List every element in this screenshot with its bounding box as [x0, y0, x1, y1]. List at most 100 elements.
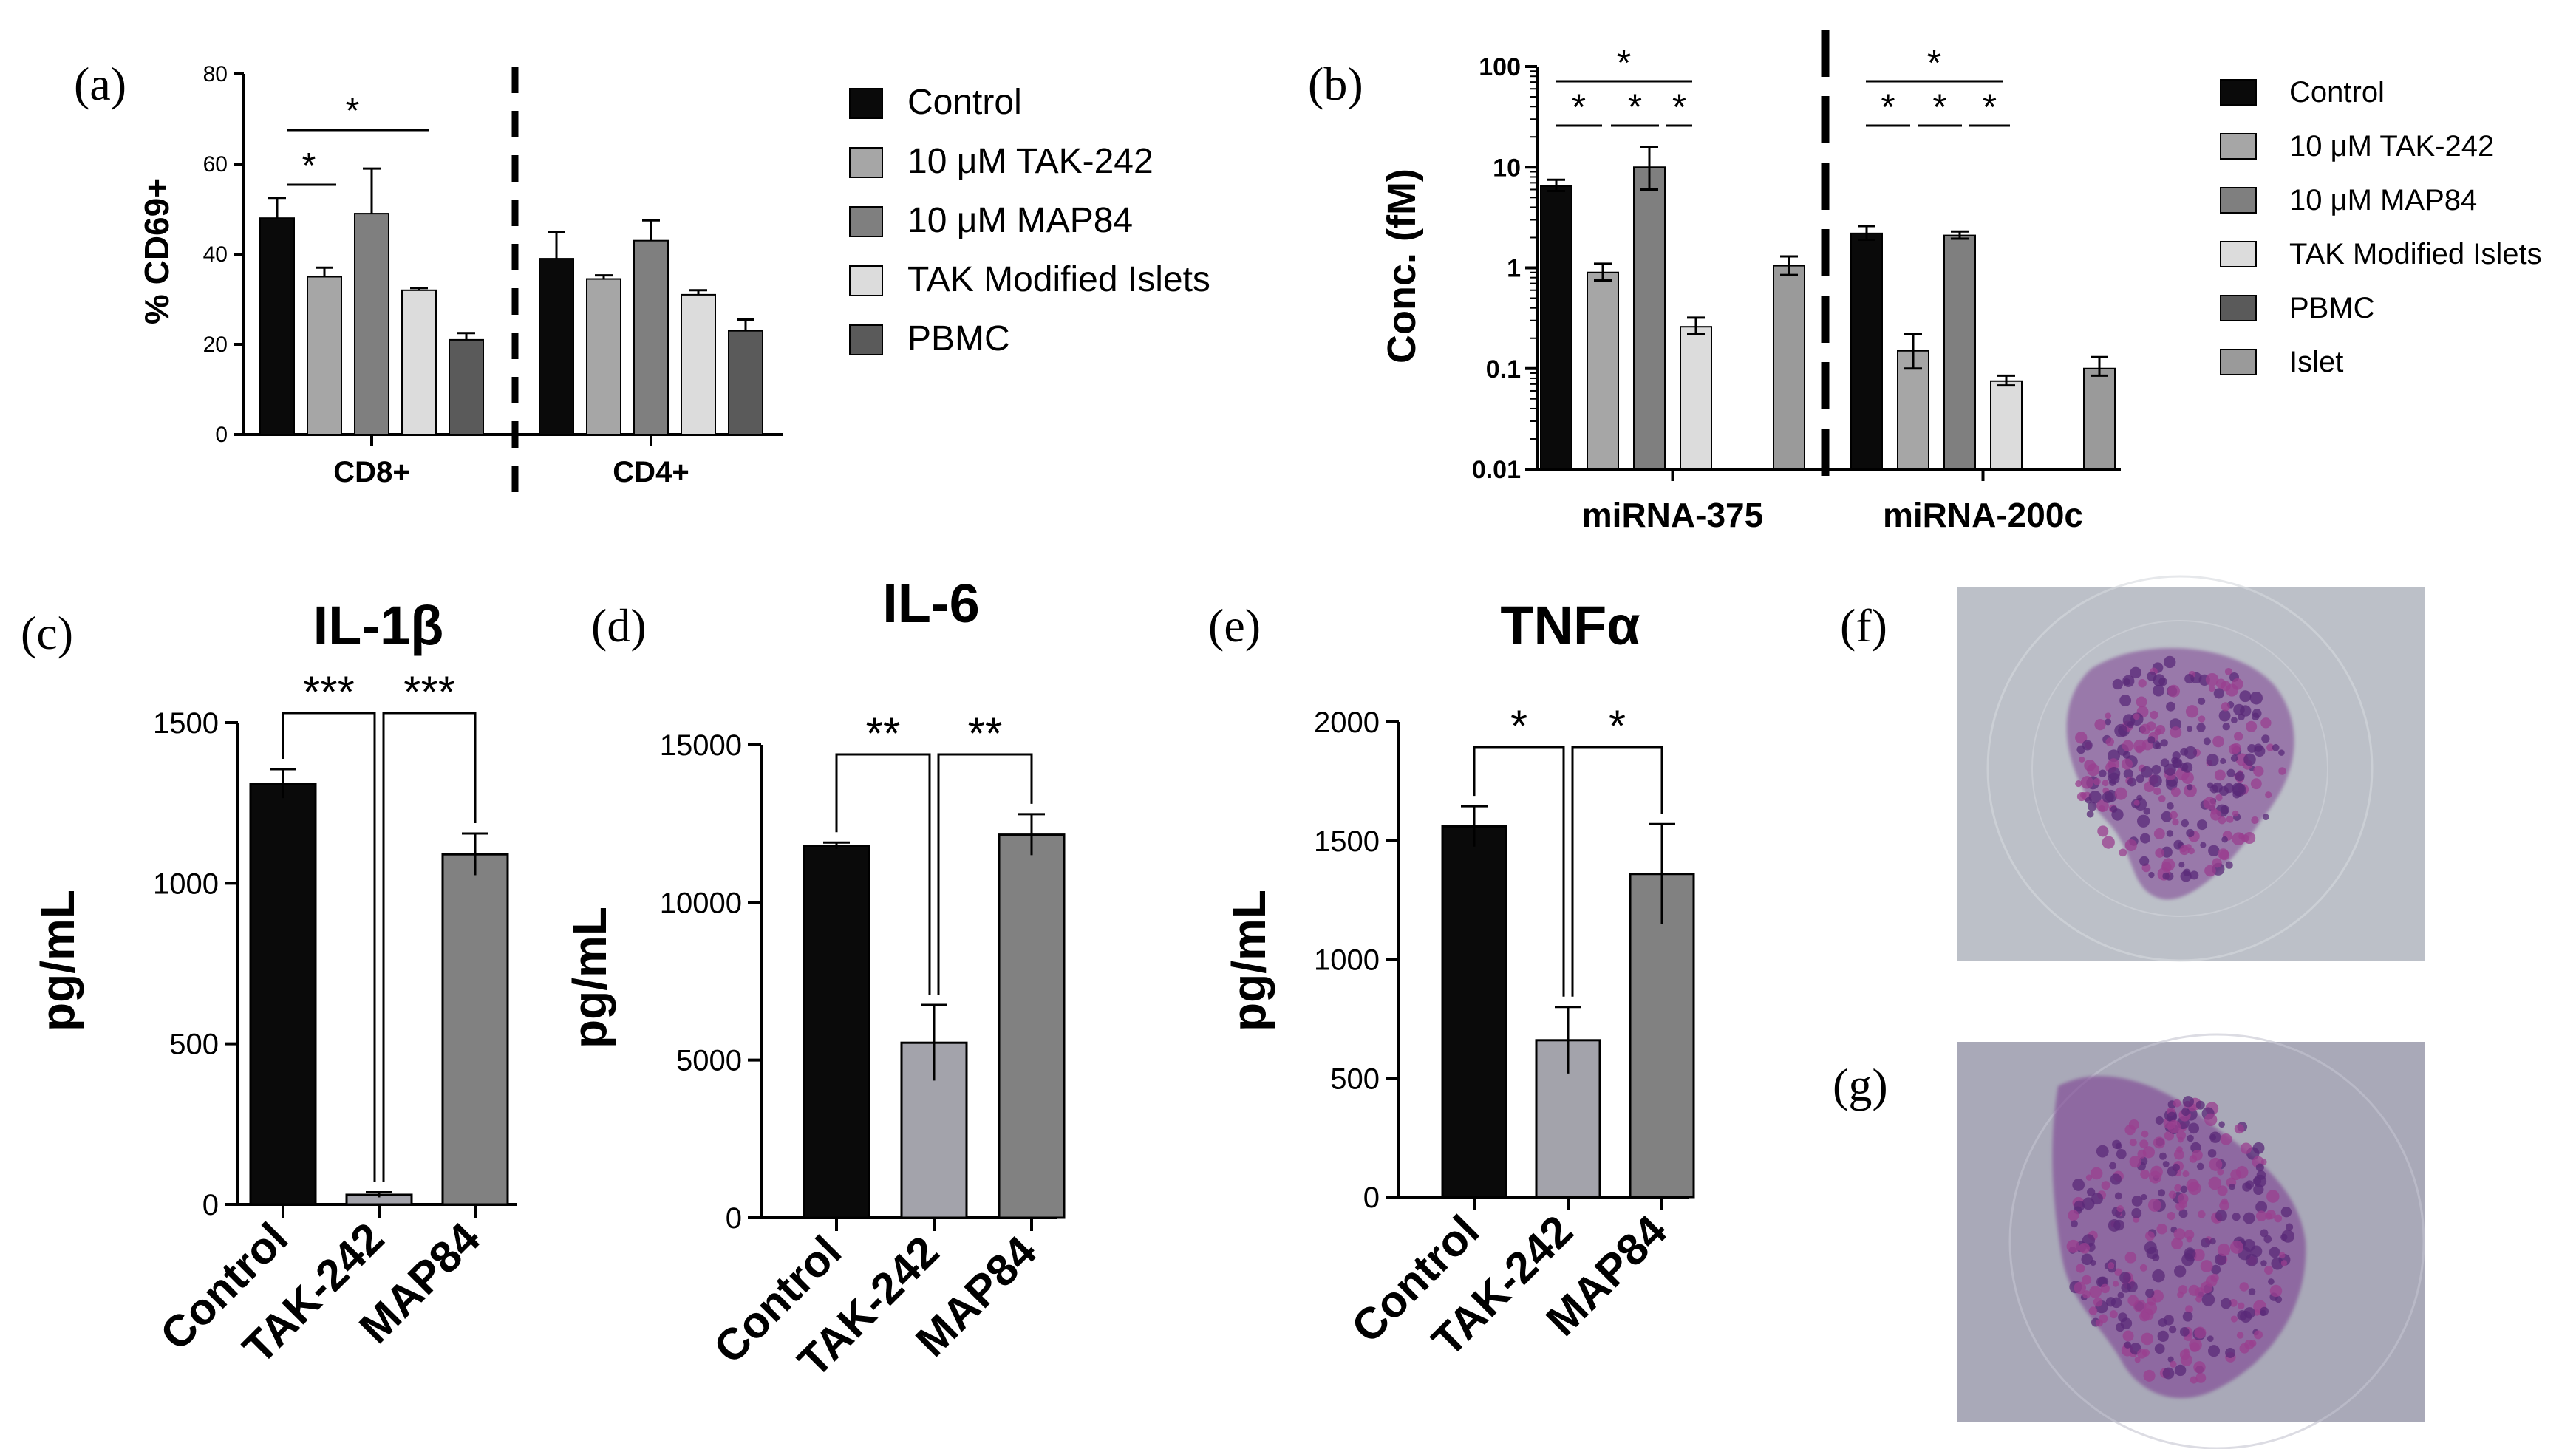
bar-miRNA-375-10 μM MAP84: [1633, 166, 1666, 470]
cell: [2149, 774, 2162, 788]
cell: [2112, 1139, 2122, 1149]
legend-label: 10 μM TAK-242: [2289, 130, 2494, 163]
cell: [2280, 1207, 2292, 1218]
cell: [2160, 739, 2168, 747]
cell: [2255, 1163, 2264, 1172]
bar-miRNA-375-Islet: [1773, 265, 1805, 470]
cell: [2082, 1197, 2095, 1210]
cell: [2232, 1213, 2241, 1221]
significance-marker: *: [1983, 86, 1997, 128]
cell: [2088, 1306, 2098, 1315]
cell: [2214, 769, 2226, 781]
cell: [2173, 1228, 2186, 1241]
cell: [2181, 819, 2189, 828]
cell: [2206, 754, 2219, 767]
cell: [2133, 799, 2140, 806]
sig-bracket: [382, 712, 477, 1182]
cell: [2108, 1219, 2121, 1232]
cell: [2143, 1369, 2156, 1382]
legend-swatch: [849, 88, 883, 119]
cell: [2208, 685, 2215, 692]
cell: [2066, 1239, 2080, 1253]
cell: [2090, 1167, 2103, 1180]
bar-TAK-242: [1535, 1039, 1601, 1199]
cell: [2144, 1241, 2157, 1254]
bar-CD8+-10 μM MAP84: [354, 213, 389, 435]
islet-cells-f: [2075, 655, 2286, 882]
cell: [2166, 802, 2174, 810]
group-label: miRNA-375: [1582, 496, 1763, 534]
cell: [2095, 1319, 2103, 1327]
cell: [2109, 1162, 2117, 1170]
y-tick-label: 1000: [1314, 944, 1380, 977]
cell: [2079, 1242, 2091, 1254]
cell: [2167, 684, 2181, 698]
cell: [2209, 1238, 2216, 1245]
chart-e-tnfa: 0500100015002000pg/mLTNFαControlTAK-242M…: [1222, 595, 1695, 1366]
cell: [2260, 1229, 2269, 1238]
cell: [2158, 1189, 2166, 1197]
bar-CD8+-TAK Modified Islets: [401, 289, 437, 435]
cell: [2221, 702, 2230, 712]
cell: [2225, 1347, 2236, 1358]
cell: [2145, 1289, 2155, 1298]
cell: [2105, 737, 2115, 746]
cell: [2170, 726, 2182, 738]
cell: [2121, 1283, 2131, 1293]
cell: [2089, 1286, 2102, 1298]
cell: [2124, 1341, 2131, 1349]
cell: [2163, 1315, 2174, 1326]
y-tick-label: 0.1: [1486, 355, 1521, 383]
cell: [2194, 1326, 2207, 1339]
cell: [2109, 1310, 2118, 1319]
cell: [2170, 787, 2181, 797]
cell: [2150, 710, 2158, 720]
cell: [2162, 1161, 2170, 1167]
cell: [2185, 844, 2192, 850]
y-tick-label: 10: [1493, 154, 1521, 182]
bar-Control: [249, 783, 317, 1206]
cell: [2130, 666, 2141, 679]
cell: [2101, 1181, 2110, 1190]
cell: [2220, 1133, 2232, 1145]
cell: [2093, 1297, 2103, 1307]
cell: [2200, 1260, 2213, 1273]
cell: [2096, 1145, 2109, 1158]
bar-miRNA-200c-Islet: [2083, 367, 2116, 470]
cell: [2134, 1357, 2141, 1363]
bar-CD4+-10 μM MAP84: [633, 239, 669, 435]
cell: [2133, 713, 2140, 720]
cell: [2266, 1190, 2280, 1203]
cell: [2152, 1269, 2165, 1283]
cell: [2102, 780, 2109, 787]
cell: [2108, 749, 2121, 763]
y-tick-label: 0.01: [1472, 456, 1521, 484]
cell: [2207, 1345, 2221, 1357]
cell: [2138, 678, 2147, 688]
cell: [2218, 1121, 2225, 1128]
cell: [2085, 797, 2092, 804]
cell: [2260, 717, 2272, 729]
cell: [2091, 1193, 2103, 1205]
cell: [2181, 771, 2194, 784]
cell: [2170, 1360, 2177, 1368]
cell: [2222, 722, 2230, 731]
bar-CD4+-PBMC: [728, 330, 763, 436]
cell: [2278, 1252, 2286, 1259]
significance-marker: **: [968, 709, 1003, 758]
legend-label: Control: [2289, 76, 2385, 109]
significance-marker: *: [1881, 86, 1895, 128]
cell: [2193, 1361, 2206, 1374]
cell: [2075, 780, 2082, 788]
cell: [2119, 848, 2127, 857]
cell: [2114, 1268, 2122, 1276]
cell: [2087, 1187, 2096, 1196]
cell: [2207, 1335, 2214, 1343]
cell: [2231, 743, 2241, 754]
significance-marker: *: [1510, 701, 1527, 751]
panel-label-a: (a): [74, 58, 126, 110]
cell: [2204, 865, 2216, 877]
cell: [2114, 787, 2127, 800]
cell: [2186, 828, 2195, 838]
